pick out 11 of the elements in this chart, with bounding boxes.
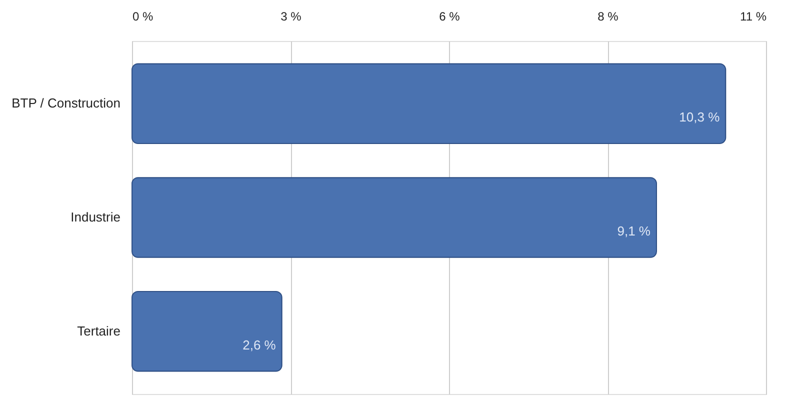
x-tick-label: 6 % xyxy=(439,10,460,24)
data-label: 10,3 % xyxy=(679,110,720,125)
data-label: 9,1 % xyxy=(617,224,651,238)
x-tick-label: 8 % xyxy=(598,10,619,24)
x-tick-label: 3 % xyxy=(280,10,302,24)
data-label: 2,6 % xyxy=(242,337,276,352)
y-tick-label: Tertaire xyxy=(77,323,120,338)
y-tick-label: Industrie xyxy=(70,210,120,224)
y-tick-label: BTP / Construction xyxy=(12,96,120,111)
x-tick-label: 11 % xyxy=(740,10,767,24)
x-tick-label: 0 % xyxy=(132,10,154,24)
